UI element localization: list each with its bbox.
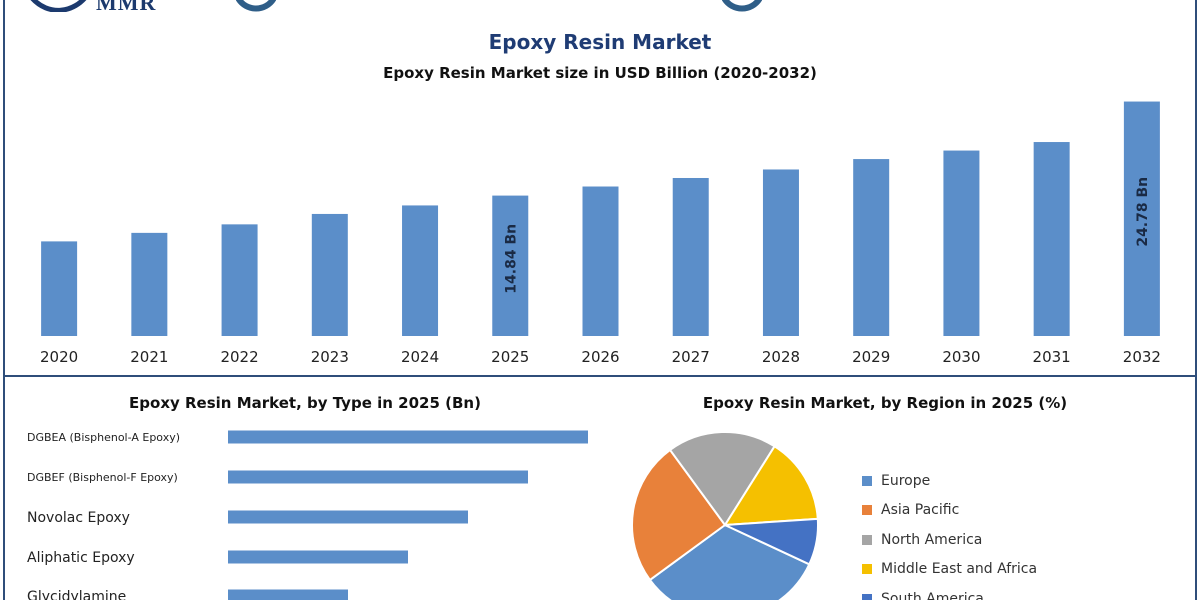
legend-item: Asia Pacific [862, 496, 1037, 526]
type-bar [228, 589, 348, 600]
bar-2025 [492, 195, 529, 336]
chart-subtitle: Epoxy Resin Market size in USD Billion (… [383, 64, 817, 82]
type-label: DGBEF (Bisphenol-F Epoxy) [27, 471, 178, 484]
legend-swatch [862, 475, 872, 486]
bar-2023 [311, 213, 348, 336]
legend-item: South America [862, 584, 1037, 600]
x-tick-label: 2020 [40, 348, 78, 366]
logo-swoosh-icon [30, 0, 87, 12]
x-tick-label: 2031 [1033, 348, 1071, 366]
region-legend: Europe Asia Pacific North America Middle Ea… [862, 466, 1037, 600]
x-tick-label: 2024 [401, 348, 439, 366]
pie-slice-europe [648, 523, 811, 600]
bar-2027 [672, 177, 709, 336]
bar-2029 [853, 159, 890, 336]
legend-swatch [862, 593, 872, 600]
bar-2024 [402, 205, 439, 336]
type-bar [228, 470, 528, 484]
x-tick-label: 2023 [311, 348, 349, 366]
data-label: 24.78 Bn [1135, 177, 1151, 247]
legend-label: Europe [881, 472, 931, 489]
x-tick-label: 2028 [762, 348, 800, 366]
type-bar [228, 510, 468, 524]
market-size-bar-chart: 2020 2021 2022 2023 2024 2025 14.84 Bn 2026 2027… [40, 101, 1161, 366]
pie-slice-north-america [668, 431, 776, 527]
bar-2026 [582, 186, 619, 336]
bar-2028 [762, 169, 799, 336]
x-tick-label: 2030 [942, 348, 980, 366]
type-bar [228, 550, 408, 564]
data-label: 14.84 Bn [503, 224, 519, 294]
pie-slice-south-america [724, 517, 819, 566]
header-strip: MMR [0, 0, 1200, 12]
type-bar-chart: DGBEA (Bisphenol-A Epoxy) DGBEF (Bispheno… [27, 430, 588, 600]
legend-item: Middle East and Africa [862, 555, 1037, 585]
bar-2021 [131, 232, 168, 336]
logo-text: MMR [96, 0, 156, 12]
bar-2030 [943, 150, 980, 336]
section-divider [5, 375, 1195, 377]
region-pie-chart [631, 431, 819, 600]
type-label: Glycidylamine [27, 589, 126, 600]
bar-2022 [221, 224, 258, 336]
decorative-arc-icon [722, 0, 762, 12]
x-tick-label: 2025 [491, 348, 529, 366]
type-label: DGBEA (Bisphenol-A Epoxy) [27, 431, 180, 444]
bar-2032 [1123, 101, 1160, 336]
x-tick-label: 2027 [672, 348, 710, 366]
chart-title: Epoxy Resin Market [488, 30, 712, 54]
bar-2031 [1033, 142, 1070, 336]
type-chart-title: Epoxy Resin Market, by Type in 2025 (Bn) [129, 394, 481, 412]
bar-2020 [41, 241, 78, 336]
type-label: Novolac Epoxy [27, 510, 130, 526]
type-label: Aliphatic Epoxy [27, 550, 135, 566]
decorative-arc-icon [236, 0, 276, 12]
type-bar [228, 430, 588, 444]
legend-swatch [862, 534, 872, 545]
frame-border-left [3, 0, 5, 600]
region-chart-title: Epoxy Resin Market, by Region in 2025 (%… [702, 394, 1068, 412]
legend-label: South America [881, 590, 984, 600]
x-tick-label: 2032 [1123, 348, 1161, 366]
pie-slice-asia-pacific [631, 448, 727, 582]
legend-swatch [862, 564, 872, 575]
legend-swatch [862, 505, 872, 516]
legend-label: North America [881, 531, 983, 548]
pie-slice-middle-east-and-africa [723, 444, 819, 527]
legend-label: Asia Pacific [881, 502, 960, 519]
legend-label: Middle East and Africa [881, 561, 1038, 578]
frame-border-right [1195, 0, 1197, 600]
x-tick-label: 2026 [581, 348, 619, 366]
x-tick-label: 2029 [852, 348, 890, 366]
x-tick-label: 2022 [220, 348, 258, 366]
x-tick-label: 2021 [130, 348, 168, 366]
legend-item: Europe [862, 466, 1037, 496]
legend-item: North America [862, 525, 1037, 555]
